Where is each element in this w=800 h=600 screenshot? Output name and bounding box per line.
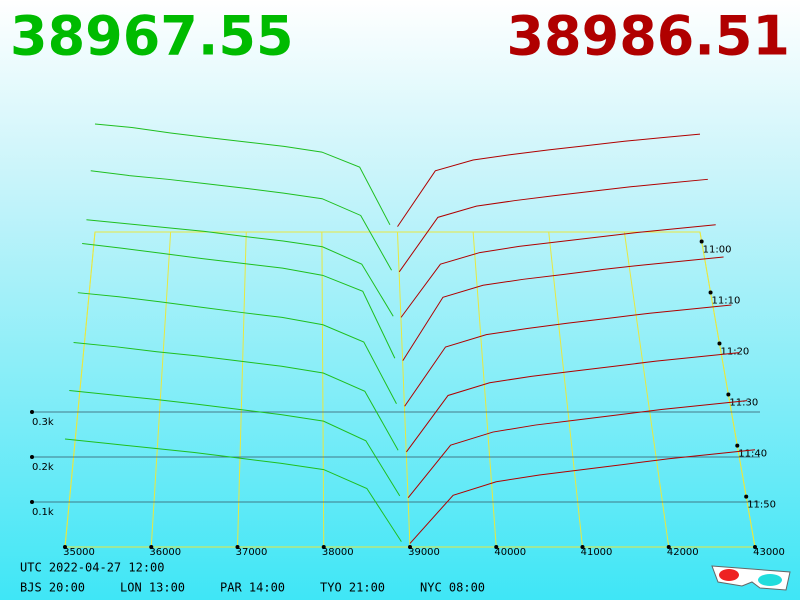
grid-line <box>237 231 247 548</box>
z-tick-label: 0.3k <box>32 417 54 428</box>
grid-line <box>321 231 325 548</box>
ask-depth-line <box>398 178 708 273</box>
tick-mark <box>149 545 154 549</box>
footer-par: PAR 14:00 <box>220 581 285 595</box>
footer-utc: UTC 2022-04-27 12:00 <box>20 561 165 575</box>
x-tick-label: 42000 <box>667 547 699 558</box>
bid-depth-line <box>86 219 394 317</box>
tick-mark <box>494 545 499 549</box>
tick-mark <box>63 545 67 549</box>
ask-depth-line <box>400 224 716 318</box>
footer-nyc: NYC 08:00 <box>420 581 485 595</box>
tick-mark <box>753 545 757 549</box>
time-tick-label: 11:00 <box>703 244 732 255</box>
bid-depth-line <box>77 292 397 405</box>
z-tick-label: 0.1k <box>32 507 54 518</box>
tick-mark <box>717 341 722 346</box>
ask-depth-line <box>402 256 724 361</box>
x-tick-label: 38000 <box>322 547 354 558</box>
time-tick-label: 11:20 <box>720 347 749 358</box>
footer-lon: LON 13:00 <box>120 581 185 595</box>
bid-depth-line <box>69 390 401 497</box>
grid-line <box>699 231 756 548</box>
bid-depth-line <box>94 123 391 226</box>
x-tick-label: 40000 <box>494 547 526 558</box>
grid-line <box>64 231 96 548</box>
tick-mark <box>408 545 412 549</box>
ask-depth-line <box>404 304 732 407</box>
x-tick-label: 43000 <box>753 547 785 558</box>
time-tick-label: 11:30 <box>729 398 758 409</box>
grid-line <box>397 231 411 548</box>
x-tick-label: 36000 <box>149 547 181 558</box>
tick-mark <box>699 239 704 244</box>
tick-mark <box>708 290 713 295</box>
grid-line <box>150 231 172 548</box>
grid-line <box>623 231 670 548</box>
tick-mark <box>30 500 34 504</box>
bid-depth-line <box>82 242 396 359</box>
tick-mark <box>726 392 731 397</box>
time-tick-label: 11:10 <box>712 295 741 306</box>
bid-depth-line <box>73 341 399 451</box>
plot: 35000 36000 37000 38000 39000 40000 41000 42000… <box>30 123 785 558</box>
x-tick-label: 35000 <box>63 547 95 558</box>
ask-price: 38986.51 <box>506 5 790 68</box>
grid-line <box>548 231 583 548</box>
x-tick-label: 39000 <box>408 547 440 558</box>
x-tick-label: 37000 <box>236 547 268 558</box>
tick-mark <box>235 545 240 549</box>
time-tick-label: 11:50 <box>747 500 776 511</box>
z-tick-label: 0.2k <box>32 462 54 473</box>
time-tick-label: 11:40 <box>738 449 767 460</box>
ask-depth-line <box>409 449 756 544</box>
tick-mark <box>30 410 34 414</box>
ask-depth-line <box>397 133 701 227</box>
ask-depth-line <box>406 352 740 453</box>
grid-line <box>472 231 497 548</box>
bid-depth-line <box>90 170 393 271</box>
3d-glasses-icon[interactable] <box>711 565 791 591</box>
tick-mark <box>735 443 740 448</box>
bid-price: 38967.55 <box>10 5 294 68</box>
bid-depth-line <box>64 438 402 542</box>
tick-mark <box>744 494 749 499</box>
tick-mark <box>30 455 34 459</box>
x-tick-label: 41000 <box>581 547 613 558</box>
footer-bjs: BJS 20:00 <box>20 581 85 595</box>
tick-mark <box>580 545 585 549</box>
ask-depth-line <box>407 400 748 498</box>
footer-tyo: TYO 21:00 <box>320 581 385 595</box>
tick-mark <box>666 545 671 549</box>
tick-mark <box>321 545 326 549</box>
